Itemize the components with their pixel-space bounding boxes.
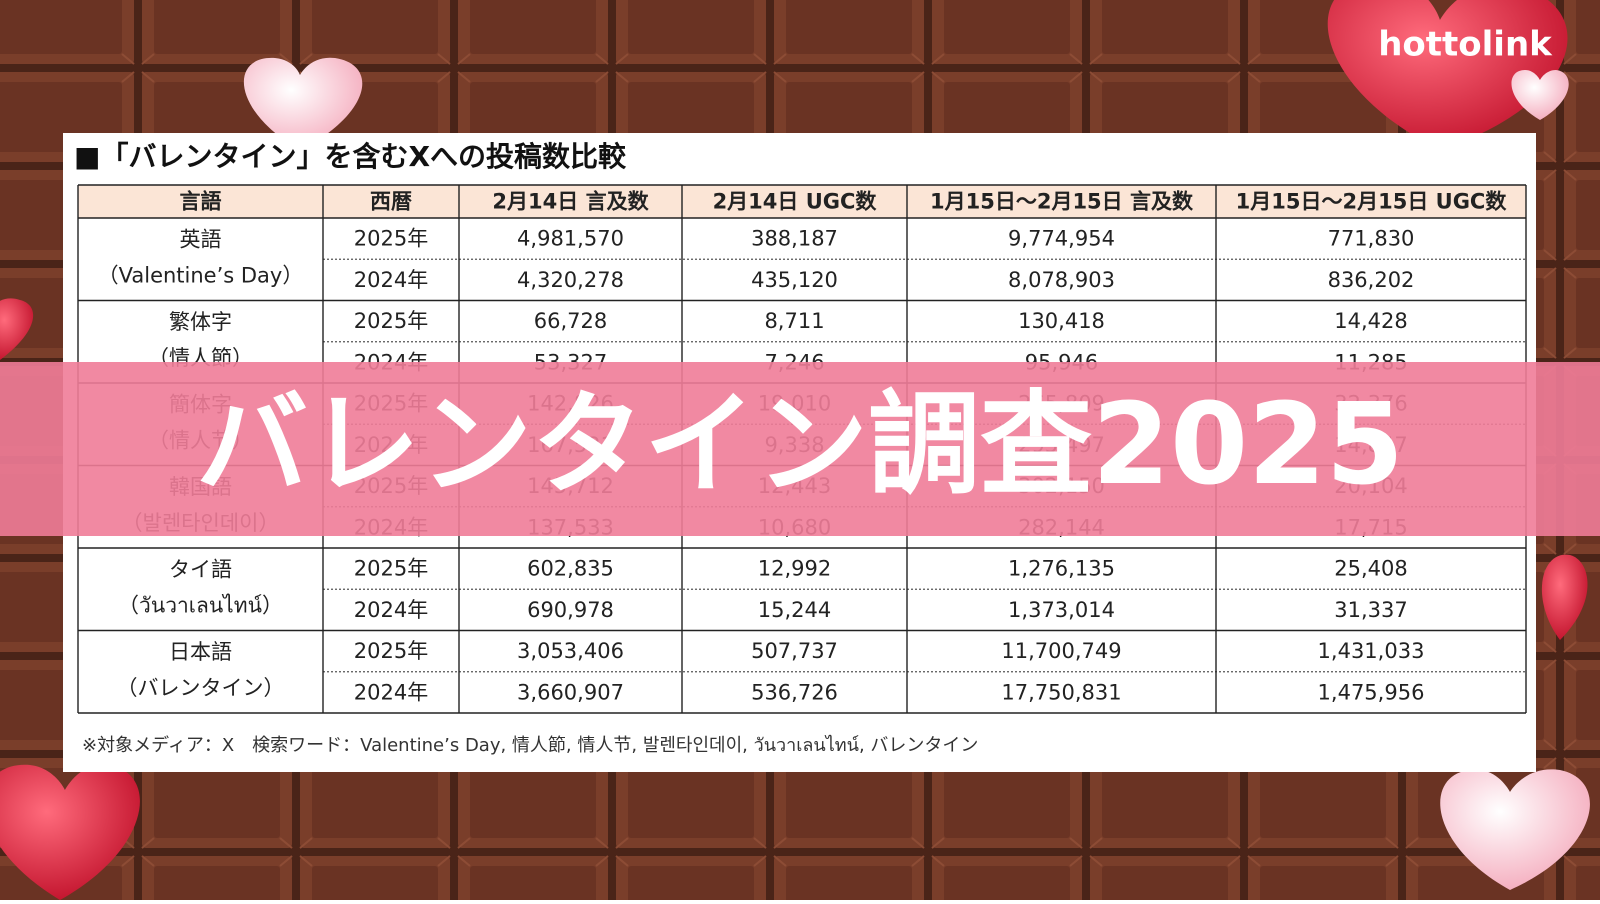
language-sub: （バレンタイン）	[117, 676, 285, 700]
year: 2024年	[354, 680, 428, 704]
header-bg	[78, 185, 1526, 218]
year: 2025年	[354, 227, 428, 251]
language: 日本語	[169, 640, 232, 664]
value-cell: 507,737	[751, 639, 838, 663]
value-cell: 25,408	[1334, 557, 1407, 581]
value-cell: 17,750,831	[1001, 680, 1121, 704]
header-cell: 2月14日 UGC数	[713, 190, 878, 214]
value-cell: 9,774,954	[1008, 227, 1115, 251]
value-cell: 536,726	[751, 680, 838, 704]
value-cell: 1,431,033	[1318, 639, 1425, 663]
value-cell: 11,700,749	[1001, 639, 1121, 663]
value-cell: 12,992	[758, 557, 831, 581]
value-cell: 690,978	[527, 598, 614, 622]
header-cell: 2月14日 言及数	[492, 190, 649, 214]
banner-title: バレンタイン調査2025	[196, 380, 1404, 510]
year: 2024年	[354, 268, 428, 292]
value-cell: 66,728	[534, 309, 607, 333]
language-sub: （Valentine’s Day）	[98, 264, 304, 288]
banner	[0, 362, 1600, 536]
value-cell: 435,120	[751, 268, 838, 292]
value-cell: 8,711	[764, 309, 824, 333]
footnote: ※対象メディア：X 検索ワード：Valentine’s Day, 情人節, 情人…	[82, 734, 978, 756]
value-cell: 4,981,570	[517, 227, 624, 251]
table-title: ■「バレンタイン」を含むXへの投稿数比較	[74, 140, 627, 173]
value-cell: 31,337	[1334, 598, 1407, 622]
value-cell: 8,078,903	[1008, 268, 1115, 292]
language: タイ語	[169, 558, 232, 582]
header-cell: 西暦	[370, 190, 412, 214]
year: 2025年	[354, 557, 428, 581]
value-cell: 1,475,956	[1318, 680, 1425, 704]
value-cell: 3,660,907	[517, 680, 624, 704]
value-cell: 388,187	[751, 227, 838, 251]
language-sub: （วันวาเลนไทน์）	[118, 594, 283, 618]
value-cell: 14,428	[1334, 309, 1407, 333]
value-cell: 1,373,014	[1008, 598, 1115, 622]
value-cell: 836,202	[1328, 268, 1415, 292]
logo: hottolink	[1378, 25, 1553, 65]
year: 2025年	[354, 639, 428, 663]
value-cell: 15,244	[758, 598, 831, 622]
year: 2025年	[354, 309, 428, 333]
value-cell: 771,830	[1328, 227, 1415, 251]
year: 2024年	[354, 598, 428, 622]
header-cell: 言語	[180, 190, 222, 214]
value-cell: 130,418	[1018, 309, 1105, 333]
language: 繁体字	[169, 310, 232, 334]
value-cell: 602,835	[527, 557, 614, 581]
value-cell: 1,276,135	[1008, 557, 1115, 581]
header-cell: 1月15日～2月15日 UGC数	[1236, 190, 1508, 214]
value-cell: 4,320,278	[517, 268, 624, 292]
language: 英語	[180, 228, 222, 252]
header-cell: 1月15日～2月15日 言及数	[930, 190, 1194, 214]
value-cell: 3,053,406	[517, 639, 624, 663]
